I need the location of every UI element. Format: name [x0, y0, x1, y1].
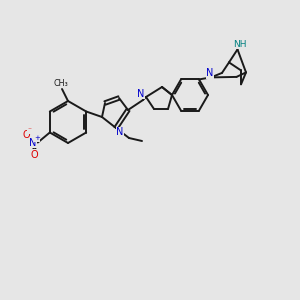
Text: +: + — [34, 136, 40, 142]
Text: CH₃: CH₃ — [54, 79, 68, 88]
Text: N: N — [206, 68, 214, 78]
Text: ⁻: ⁻ — [28, 125, 32, 134]
Text: N: N — [29, 137, 37, 148]
Text: NH: NH — [233, 40, 246, 49]
Text: O: O — [22, 130, 30, 140]
Text: O: O — [30, 149, 38, 160]
Text: N: N — [116, 127, 124, 137]
Text: N: N — [137, 89, 145, 99]
